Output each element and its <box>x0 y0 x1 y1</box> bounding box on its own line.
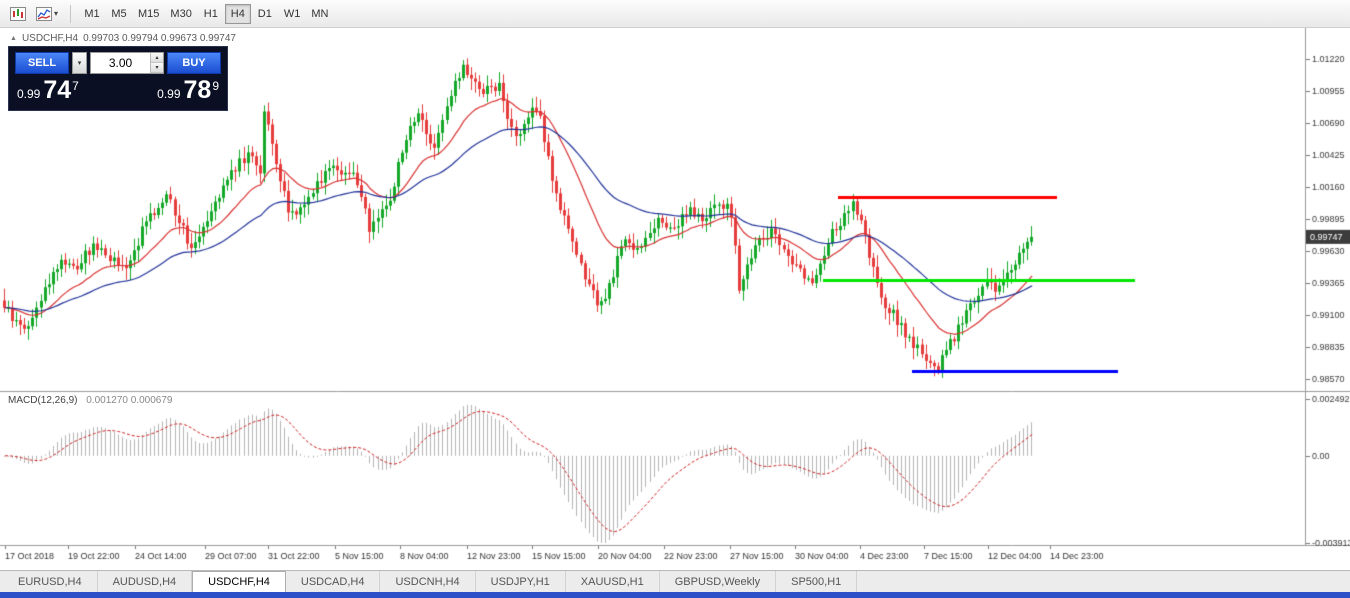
top-toolbar: ▾ M1 M5 M15 M30 H1 H4 D1 W1 MN <box>0 0 1350 28</box>
chart-tab-audusd[interactable]: AUDUSD,H4 <box>98 571 193 592</box>
timeframe-button-mn[interactable]: MN <box>306 4 333 24</box>
timeframe-button-w1[interactable]: W1 <box>279 4 306 24</box>
indicators-button[interactable]: ▾ <box>32 3 62 25</box>
volume-input[interactable] <box>91 53 150 73</box>
one-click-trade-panel: SELL ▾ ▴ ▾ BUY 0.99 74 7 0.9 <box>8 46 228 111</box>
timeframe-buttons: M1 M5 M15 M30 H1 H4 D1 W1 MN <box>79 3 333 24</box>
symbol-marker-icon: ▲ <box>10 35 17 42</box>
volume-spinner: ▴ ▾ <box>150 53 163 73</box>
chart-area: ▲ USDCHF,H4 0.99703 0.99794 0.99673 0.99… <box>0 28 1350 570</box>
buy-button[interactable]: BUY <box>167 52 221 74</box>
new-chart-button[interactable] <box>6 3 30 25</box>
price-chart-canvas[interactable] <box>0 28 1350 570</box>
macd-indicator-label: MACD(12,26,9) 0.001270 0.000679 <box>8 395 172 406</box>
trade-prices-row: 0.99 74 7 0.99 78 9 <box>15 76 221 104</box>
timeframe-button-m5[interactable]: M5 <box>106 4 132 24</box>
chevron-down-icon: ▾ <box>54 9 59 18</box>
buy-price-sup: 9 <box>212 79 219 93</box>
chart-title: ▲ USDCHF,H4 0.99703 0.99794 0.99673 0.99… <box>10 33 236 44</box>
timeframe-button-m30[interactable]: M30 <box>165 4 196 24</box>
chart-tab-sp500[interactable]: SP500,H1 <box>776 571 858 592</box>
macd-name: MACD(12,26,9) <box>8 395 78 406</box>
timeframe-button-m15[interactable]: M15 <box>133 4 164 24</box>
buy-price-big: 78 <box>183 76 212 104</box>
indicators-icon <box>36 6 52 21</box>
chart-tab-usdcnh[interactable]: USDCNH,H4 <box>380 571 476 592</box>
timeframe-button-h4[interactable]: H4 <box>224 3 251 24</box>
bottom-scrollbar[interactable] <box>0 592 1350 598</box>
macd-values: 0.001270 0.000679 <box>86 395 173 406</box>
volume-decrease-button[interactable]: ▾ <box>151 63 163 73</box>
volume-dropdown-button[interactable]: ▾ <box>72 52 87 74</box>
sell-price: 0.99 74 7 <box>17 76 79 104</box>
chart-tab-xauusd[interactable]: XAUUSD,H1 <box>566 571 660 592</box>
trade-controls-row: SELL ▾ ▴ ▾ BUY <box>15 52 221 74</box>
toolbar-separator <box>70 4 72 23</box>
chart-tab-usdchf[interactable]: USDCHF,H4 <box>192 571 286 592</box>
buy-price-prefix: 0.99 <box>157 86 181 101</box>
chart-tab-eurusd[interactable]: EURUSD,H4 <box>3 571 98 592</box>
chart-ohlc-values: 0.99703 0.99794 0.99673 0.99747 <box>83 33 236 44</box>
sell-price-big: 74 <box>43 76 72 104</box>
chart-tab-usdcad[interactable]: USDCAD,H4 <box>286 571 381 592</box>
candlestick-chart-icon <box>10 6 26 21</box>
chart-symbol: USDCHF,H4 <box>21 33 79 44</box>
chart-tabs-bar: EURUSD,H4 AUDUSD,H4 USDCHF,H4 USDCAD,H4 USDC… <box>0 570 1350 592</box>
chart-tab-gbpusd[interactable]: GBPUSD,Weekly <box>660 571 777 592</box>
chart-tab-usdjpy[interactable]: USDJPY,H1 <box>476 571 566 592</box>
sell-price-prefix: 0.99 <box>17 86 41 101</box>
volume-increase-button[interactable]: ▴ <box>151 53 163 63</box>
sell-button[interactable]: SELL <box>15 52 69 74</box>
buy-price: 0.99 78 9 <box>157 76 219 104</box>
timeframe-button-h1[interactable]: H1 <box>198 4 224 24</box>
volume-box: ▴ ▾ <box>90 52 164 74</box>
sell-price-sup: 7 <box>72 79 79 93</box>
timeframe-button-d1[interactable]: D1 <box>252 4 278 24</box>
timeframe-button-m1[interactable]: M1 <box>79 4 105 24</box>
